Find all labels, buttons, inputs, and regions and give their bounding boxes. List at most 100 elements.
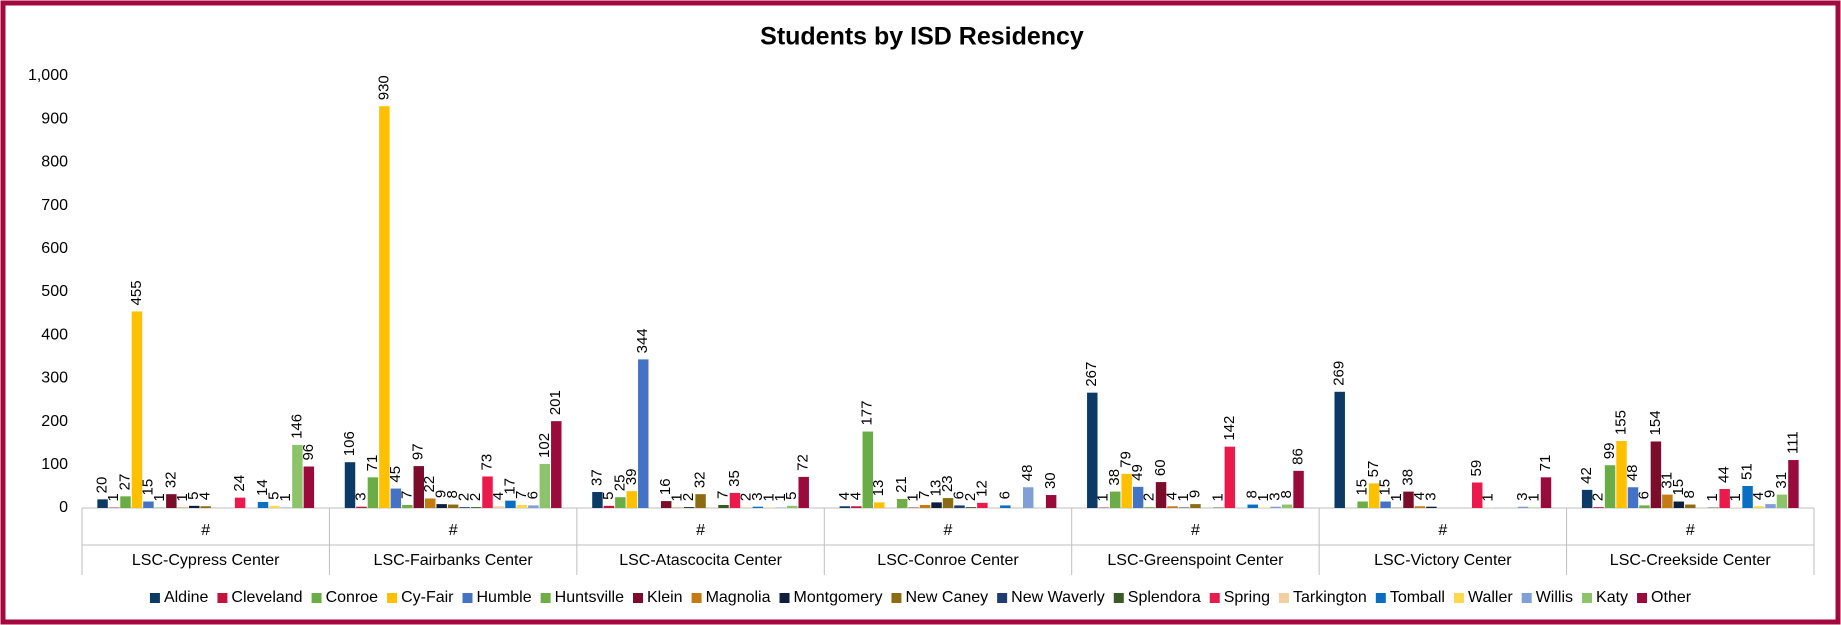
bar bbox=[131, 311, 143, 508]
value-label: 17 bbox=[501, 478, 518, 495]
bar bbox=[683, 507, 695, 508]
legend-swatch bbox=[779, 593, 790, 603]
bar bbox=[695, 494, 706, 508]
bar bbox=[379, 106, 390, 509]
bar bbox=[1776, 494, 1788, 508]
bar bbox=[1662, 494, 1673, 508]
value-label: 4 bbox=[490, 492, 507, 500]
legend-swatch bbox=[1521, 593, 1532, 603]
x-tick-label: LSC-Creekside Center bbox=[1610, 552, 1772, 569]
bar bbox=[1380, 501, 1391, 508]
value-label: 1 bbox=[174, 493, 191, 501]
value-label: 6 bbox=[996, 491, 1013, 499]
legend-label: Tomball bbox=[1390, 589, 1445, 606]
bar bbox=[1167, 506, 1178, 508]
value-label: 27 bbox=[116, 474, 133, 491]
value-label: 1 bbox=[1095, 493, 1112, 501]
bar bbox=[1334, 391, 1345, 508]
value-label: 38 bbox=[1106, 469, 1123, 486]
value-label: 99 bbox=[1601, 443, 1618, 460]
value-label: 1 bbox=[1209, 493, 1226, 501]
y-tick-label: 900 bbox=[41, 110, 68, 127]
value-label: 111 bbox=[1784, 431, 1801, 454]
value-label: 2 bbox=[1590, 493, 1607, 501]
value-label: 2 bbox=[680, 493, 697, 501]
value-label: 2 bbox=[1141, 493, 1158, 501]
value-label: 12 bbox=[973, 480, 990, 497]
value-label: 6 bbox=[524, 491, 541, 499]
value-label: 71 bbox=[1537, 455, 1554, 472]
value-label: 59 bbox=[1468, 460, 1485, 477]
bar bbox=[1109, 491, 1121, 508]
bar bbox=[447, 504, 459, 508]
value-label: 45 bbox=[387, 466, 404, 483]
value-label: 1 bbox=[1727, 493, 1744, 501]
legend-label: New Waverly bbox=[1011, 589, 1105, 606]
bar bbox=[1121, 473, 1132, 508]
x-subcategory-label: # bbox=[944, 522, 953, 539]
bar bbox=[592, 492, 603, 508]
value-label: 1 bbox=[1255, 493, 1272, 501]
bar bbox=[1517, 506, 1529, 508]
bar bbox=[1281, 504, 1293, 508]
bar bbox=[539, 463, 551, 508]
x-tick-label: LSC-Fairbanks Center bbox=[374, 552, 534, 569]
legend-label: Splendora bbox=[1128, 589, 1201, 606]
value-label: 15 bbox=[1354, 479, 1371, 496]
bar bbox=[257, 501, 269, 508]
value-label: 31 bbox=[1658, 472, 1675, 489]
legend-swatch bbox=[1278, 593, 1289, 603]
value-label: 4 bbox=[847, 492, 864, 500]
value-label: 60 bbox=[1152, 459, 1169, 476]
value-label: 5 bbox=[783, 491, 800, 499]
value-label: 4 bbox=[1750, 492, 1767, 500]
bar bbox=[143, 501, 154, 508]
bar bbox=[505, 500, 516, 508]
value-label: 7 bbox=[916, 491, 933, 499]
legend-label: Waller bbox=[1468, 589, 1513, 606]
bar bbox=[1604, 465, 1616, 508]
x-subcategory-label: # bbox=[449, 522, 458, 539]
bar bbox=[752, 506, 764, 508]
legend-label: Aldine bbox=[164, 589, 209, 606]
value-label: 72 bbox=[795, 454, 812, 471]
value-label: 49 bbox=[1129, 464, 1146, 481]
value-label: 102 bbox=[536, 433, 553, 458]
legend-label: New Caney bbox=[905, 589, 988, 606]
legend-swatch bbox=[633, 593, 643, 603]
bar bbox=[942, 498, 954, 508]
value-label: 73 bbox=[478, 454, 495, 471]
value-label: 1 bbox=[669, 493, 686, 501]
value-label: 32 bbox=[162, 471, 179, 488]
bar bbox=[292, 444, 303, 508]
y-tick-label: 700 bbox=[41, 197, 68, 214]
value-label: 344 bbox=[634, 328, 651, 353]
value-label: 2 bbox=[456, 493, 473, 501]
bar bbox=[977, 502, 988, 508]
bar bbox=[931, 502, 942, 508]
value-label: 146 bbox=[288, 414, 305, 439]
value-label: 267 bbox=[1083, 362, 1100, 387]
value-label: 5 bbox=[265, 491, 282, 499]
bar bbox=[1426, 506, 1437, 508]
value-label: 8 bbox=[1681, 490, 1698, 498]
value-label: 1 bbox=[1175, 493, 1192, 501]
value-label: 31 bbox=[1773, 472, 1790, 489]
bar bbox=[1368, 483, 1380, 508]
legend-label: Humble bbox=[477, 589, 532, 606]
value-label: 1 bbox=[905, 493, 922, 501]
bar bbox=[97, 499, 108, 508]
value-label: 5 bbox=[185, 491, 202, 499]
bar bbox=[344, 462, 356, 508]
bar bbox=[1593, 507, 1604, 508]
legend-label: Huntsville bbox=[555, 589, 624, 606]
bar bbox=[718, 504, 729, 508]
legend-swatch bbox=[691, 593, 702, 603]
bar bbox=[660, 501, 672, 508]
value-label: 1 bbox=[151, 493, 168, 501]
bar bbox=[1673, 501, 1685, 508]
legend-swatch bbox=[462, 593, 473, 603]
value-label: 2 bbox=[467, 493, 484, 501]
bar bbox=[1788, 460, 1799, 508]
